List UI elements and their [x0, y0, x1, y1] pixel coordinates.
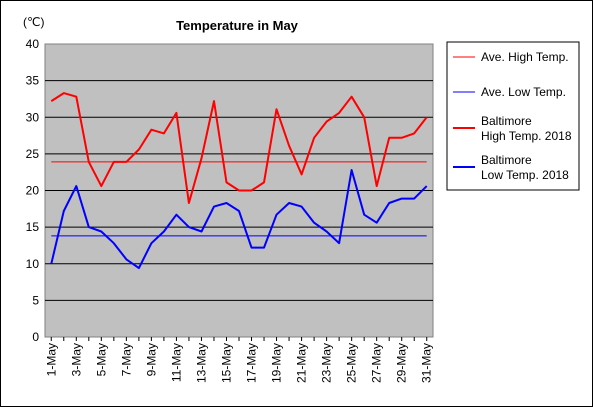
legend-label: Ave. High Temp. — [481, 50, 569, 64]
x-tick-label: 9-May — [144, 343, 158, 376]
x-tick-label: 1-May — [44, 343, 58, 376]
y-tick-label: 20 — [26, 184, 40, 198]
y-tick-label: 40 — [26, 37, 40, 51]
y-tick-label: 35 — [26, 74, 40, 88]
legend: Ave. High Temp.Ave. Low Temp.BaltimoreHi… — [453, 50, 572, 182]
x-tick-label: 3-May — [69, 343, 83, 376]
series-line-4 — [50, 169, 428, 270]
x-tick-label: 21-May — [295, 343, 309, 383]
y-tick-label: 5 — [32, 293, 39, 307]
x-tick-label: 25-May — [345, 343, 359, 383]
x-axis-tick-labels: 1-May 3-May 5-May 7-May 9-May 11-May 13-May 15-… — [44, 337, 434, 383]
y-tick-label: 30 — [26, 110, 40, 124]
y-tick-label: 10 — [26, 257, 40, 271]
x-tick-label: 31-May — [420, 343, 434, 383]
x-tick-label: 27-May — [370, 343, 384, 383]
y-axis-tick-labels: 0 5 10 15 20 25 30 35 40 — [26, 37, 40, 344]
x-tick-label: 5-May — [94, 343, 108, 376]
gridlines — [45, 80, 433, 301]
x-tick-label: 11-May — [169, 343, 183, 382]
legend-label: Low Temp. 2018 — [481, 168, 569, 182]
x-tick-label: 17-May — [245, 343, 259, 383]
x-tick-label: 23-May — [320, 343, 334, 383]
y-tick-label: 0 — [32, 330, 39, 344]
y-tick-label: 15 — [26, 220, 40, 234]
x-tick-label: 19-May — [270, 343, 284, 383]
legend-label: Baltimore — [481, 153, 532, 167]
x-tick-label: 15-May — [219, 343, 233, 383]
chart-title: Temperature in May — [176, 18, 299, 33]
x-tick-label: 7-May — [119, 343, 133, 376]
y-tick-label: 25 — [26, 147, 40, 161]
legend-box — [446, 41, 580, 191]
legend-label: Ave. Low Temp. — [481, 85, 566, 99]
unit-label: (℃) — [23, 15, 44, 29]
legend-label: Baltimore — [481, 114, 532, 128]
series-line-3 — [50, 92, 428, 204]
legend-label: High Temp. 2018 — [481, 129, 572, 143]
x-tick-label: 29-May — [395, 343, 409, 383]
x-tick-label: 13-May — [194, 343, 208, 383]
series-lines — [50, 92, 428, 270]
